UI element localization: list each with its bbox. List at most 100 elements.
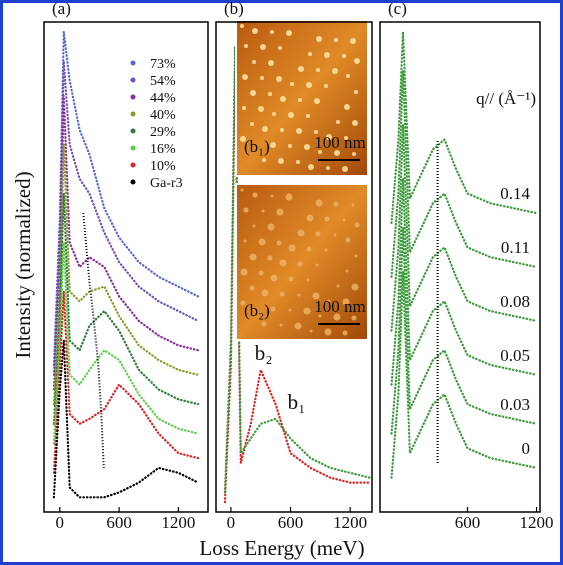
legend-marker	[130, 179, 136, 185]
afm-grain	[260, 76, 264, 80]
afm-grain	[350, 38, 356, 44]
afm-grain	[297, 293, 301, 297]
curve-label: 0.11	[501, 238, 530, 257]
afm-image	[235, 183, 369, 341]
inset-label: (b₂)	[244, 301, 270, 320]
afm-grain	[288, 308, 292, 312]
afm-grain	[262, 126, 268, 132]
afm-grain	[297, 261, 303, 267]
afm-grain	[252, 28, 258, 34]
afm-grain	[268, 92, 272, 96]
afm-grain	[309, 329, 313, 333]
afm-grain	[324, 248, 328, 252]
afm-grain	[354, 90, 358, 94]
spectrum	[52, 31, 200, 367]
spectrum	[52, 340, 200, 499]
x-tick-label: 600	[455, 513, 481, 532]
afm-grain	[324, 328, 332, 336]
afm-grain	[242, 74, 248, 80]
spectrum	[52, 193, 200, 425]
afm-grain	[342, 298, 350, 306]
legend-marker	[130, 145, 136, 151]
afm-grain	[240, 300, 246, 306]
curve-label: 0.08	[500, 292, 530, 311]
afm-grain	[334, 38, 338, 42]
afm-grain	[270, 306, 276, 312]
afm-grain	[278, 46, 282, 50]
x-tick-label: 0	[56, 513, 65, 532]
panel-label: (b)	[224, 0, 244, 18]
afm-grain	[258, 238, 266, 246]
afm-grain	[244, 44, 248, 48]
afm-grain	[243, 207, 249, 213]
afm-grain	[354, 254, 358, 258]
afm-grain	[240, 136, 246, 142]
spectrum	[52, 242, 200, 445]
legend-marker	[130, 128, 136, 134]
afm-grain	[306, 82, 312, 88]
afm-grain	[249, 285, 255, 291]
curve-label: 0.14	[500, 184, 530, 203]
afm-grain	[306, 114, 310, 118]
plot-area	[52, 31, 200, 499]
spectrum	[390, 124, 538, 332]
afm-grain	[346, 74, 350, 78]
afm-grain	[268, 60, 274, 66]
afm-grain	[314, 130, 318, 134]
afm-grain	[258, 106, 264, 112]
afm-grain	[324, 216, 330, 222]
afm-grain	[298, 66, 304, 72]
spectrum	[390, 70, 538, 278]
afm-grain	[332, 68, 338, 74]
afm-grain	[285, 193, 293, 201]
afm-grain	[352, 120, 358, 126]
afm-grain	[296, 128, 302, 134]
afm-grain	[276, 76, 282, 82]
afm-grain	[261, 289, 269, 297]
afm-grain	[286, 30, 292, 36]
afm-grain	[327, 299, 331, 303]
spectrum	[390, 178, 538, 386]
afm-grain	[270, 274, 278, 282]
afm-grain	[318, 150, 322, 154]
guide-line	[82, 213, 105, 468]
afm-grain	[240, 188, 244, 192]
afm-grain	[288, 244, 296, 252]
spectrum	[52, 291, 200, 474]
x-tick-label: 1200	[161, 513, 195, 532]
afm-grain	[296, 160, 300, 164]
scale-label: 100 nm	[314, 133, 365, 152]
legend-label: 73%	[150, 57, 176, 72]
curve-label: 0	[522, 439, 531, 458]
afm-grain	[306, 214, 314, 222]
afm-grain	[250, 90, 256, 96]
afm-image	[235, 19, 369, 177]
afm-grain	[326, 166, 330, 170]
plot-area	[390, 31, 538, 479]
afm-grain	[304, 144, 310, 150]
x-axis-label: Loss Energy (meV)	[199, 536, 364, 560]
x-tick-label: 0	[227, 513, 236, 532]
afm-grain	[270, 142, 276, 148]
afm-grain	[315, 231, 321, 237]
afm-grain	[333, 201, 339, 207]
spectrum	[390, 31, 538, 224]
afm-grain	[342, 330, 348, 336]
afm-grain	[252, 192, 258, 198]
afm-grain	[315, 199, 323, 207]
scale-label: 100 nm	[314, 297, 365, 316]
afm-grain	[252, 224, 256, 228]
afm-grain	[297, 229, 305, 237]
legend-marker	[130, 111, 136, 117]
curve-label: 0.03	[500, 395, 530, 414]
afm-grain	[334, 150, 340, 156]
legend-marker	[130, 94, 136, 100]
afm-grain	[250, 122, 254, 126]
afm-grain	[303, 307, 311, 315]
panel-frame	[379, 21, 541, 513]
afm-grain	[333, 233, 337, 237]
afm-grain	[344, 104, 350, 110]
legend-label: 16%	[150, 142, 176, 157]
